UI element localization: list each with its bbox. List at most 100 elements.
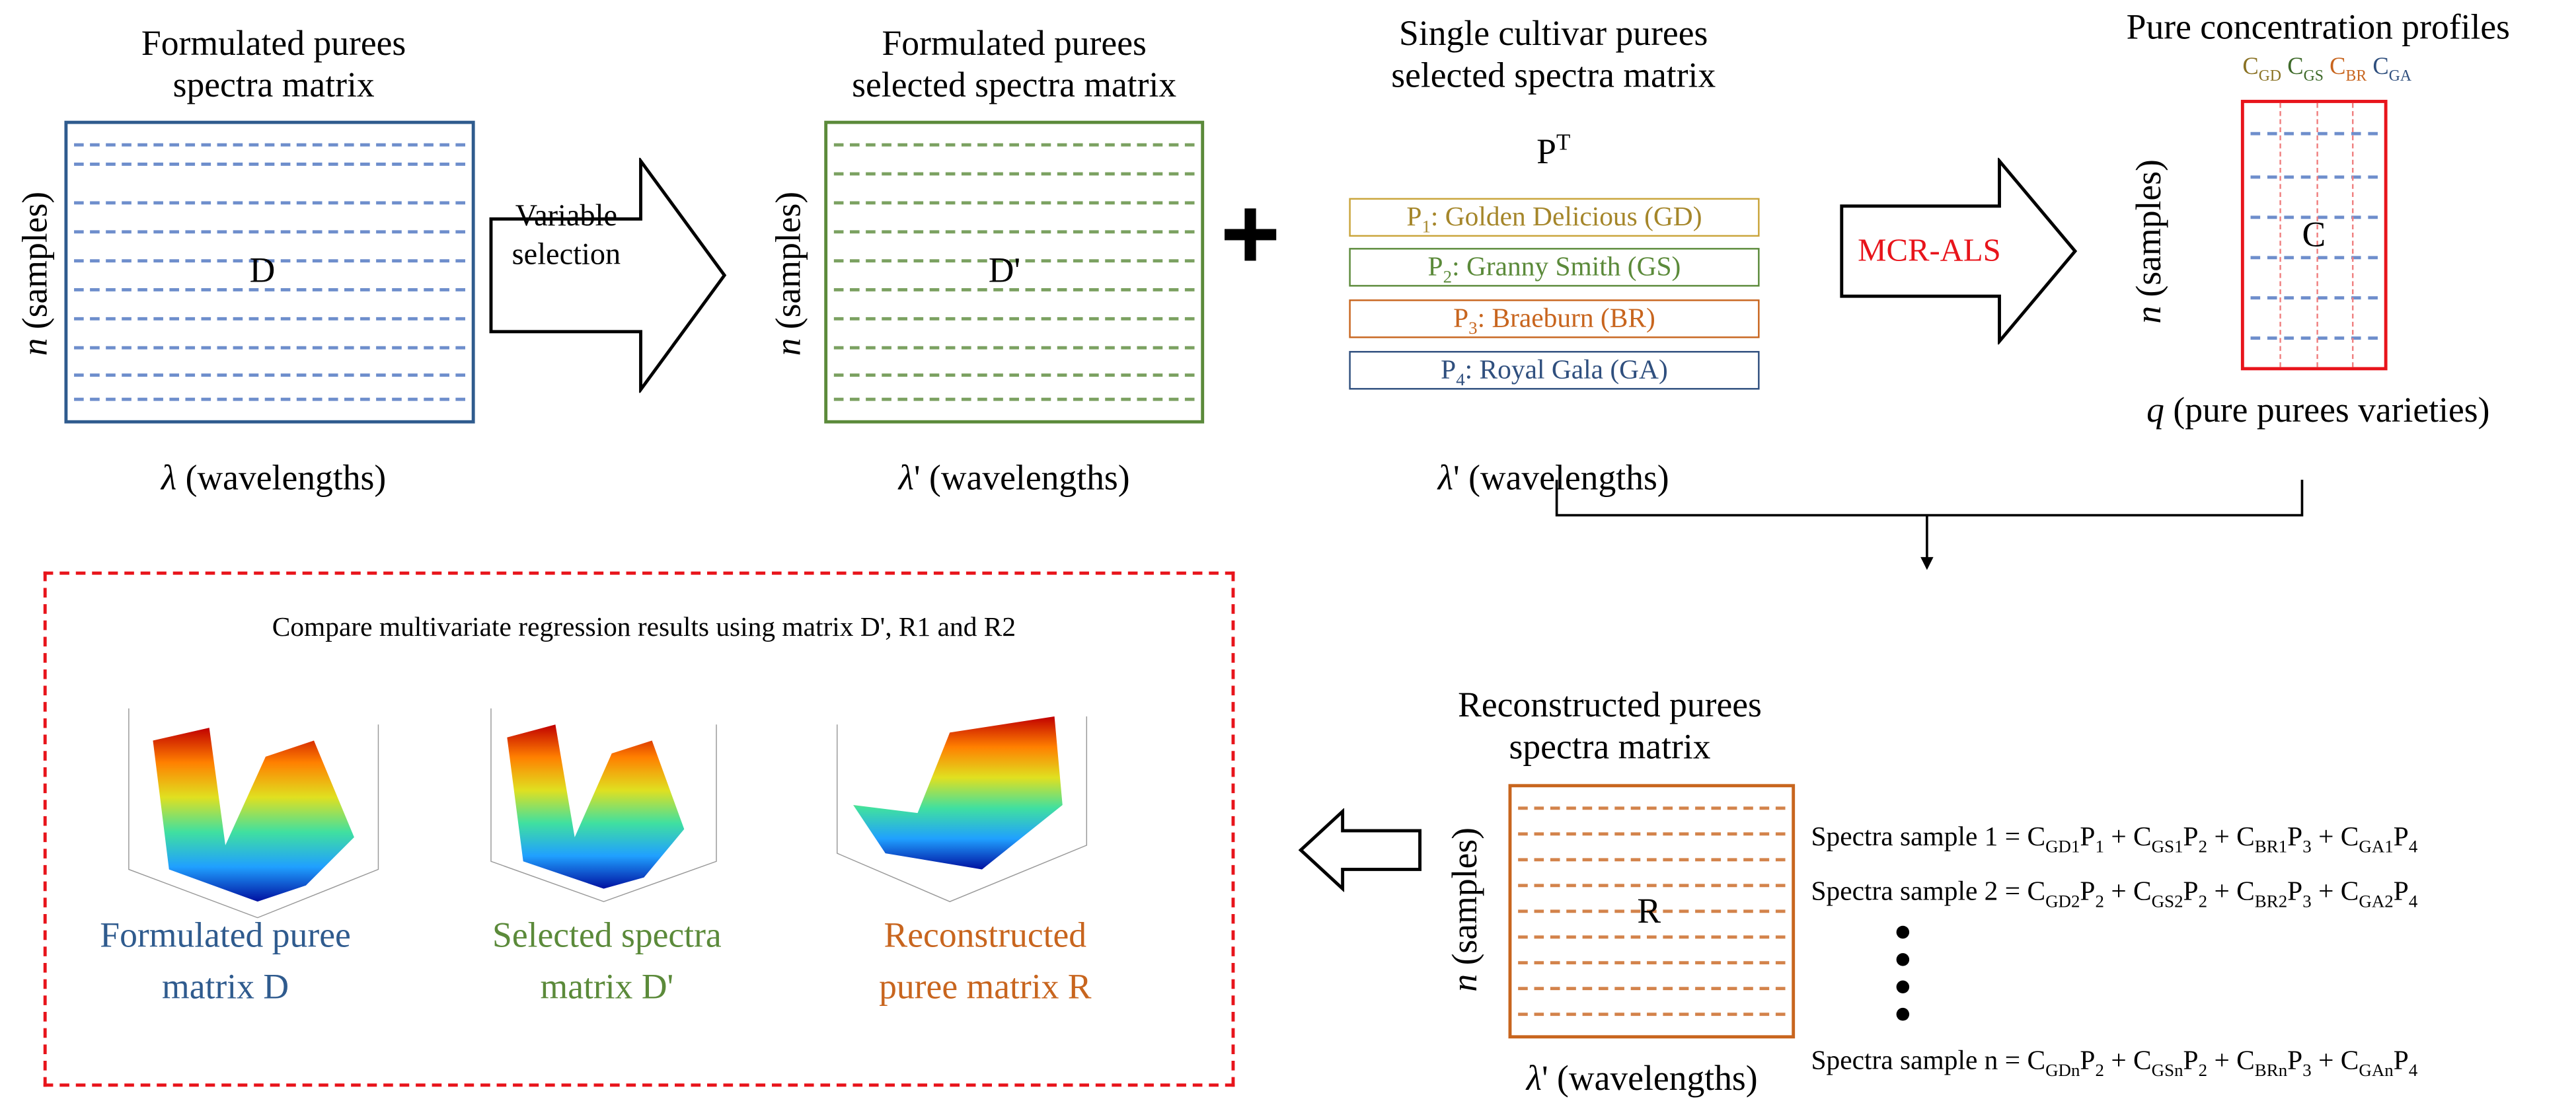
- equation-term: CGS1P2: [2133, 821, 2208, 857]
- axis-text: (samples): [767, 191, 808, 338]
- sub: GD: [2258, 67, 2282, 86]
- dashed-row-line: [1518, 1013, 1786, 1016]
- dashed-row-line: [2250, 132, 2378, 135]
- title-line: Single cultivar purees: [1399, 13, 1708, 54]
- dashed-row-line: [2250, 215, 2378, 219]
- dashed-column-line: [2316, 102, 2318, 367]
- title-line: spectra matrix: [172, 64, 375, 105]
- label-line: puree matrix R: [879, 966, 1092, 1007]
- sub: 2: [1443, 268, 1453, 287]
- dashed-row-line: [74, 230, 466, 234]
- equation-term: CGA1P4: [2340, 821, 2418, 857]
- p1-box: P1: Golden Delicious (GD): [1349, 198, 1760, 238]
- sub: 1: [1421, 217, 1431, 238]
- surface-plot-d-prime: [490, 708, 717, 902]
- dashed-row-line: [833, 317, 1195, 321]
- matrix-d-prime-label: D': [988, 249, 1021, 290]
- surface-plot-r: [836, 716, 1088, 902]
- plot-label-d: Formulated puree matrix D: [100, 909, 351, 1013]
- axis-var: q: [2146, 389, 2164, 430]
- right-arrow-icon: [489, 157, 727, 393]
- sub: BR: [2345, 67, 2367, 86]
- panel3-title: Single cultivar purees selected spectra …: [1391, 13, 1716, 96]
- dashed-row-line: [74, 373, 466, 377]
- equation-term: CGAnP4: [2340, 1044, 2418, 1081]
- label-line: Reconstructed: [884, 914, 1087, 955]
- text: : Granny Smith (GS): [1452, 251, 1681, 282]
- title-line: spectra matrix: [1509, 726, 1711, 767]
- x-axis-label: λ' (wavelengths): [899, 457, 1130, 499]
- surface-plot-d: [128, 708, 379, 919]
- dashed-row-line: [833, 397, 1195, 401]
- sub: GS: [2303, 67, 2324, 86]
- title-line: Formulated purees: [141, 22, 406, 63]
- axis-text: (samples): [14, 191, 55, 338]
- mcr-als-label: MCR-ALS: [1858, 233, 2001, 269]
- dashed-row-line: [833, 288, 1195, 291]
- dashed-row-line: [2250, 256, 2378, 260]
- matrix-d-prime: [824, 120, 1205, 424]
- label-line: Selected spectra: [492, 914, 722, 955]
- transpose-sup: T: [1556, 130, 1571, 157]
- label-line: Variable: [515, 200, 618, 234]
- matrix-pt-label: PT: [1536, 122, 1570, 172]
- p: P: [1441, 354, 1457, 385]
- merge-connector-arrow: [1555, 479, 2304, 570]
- dashed-row-line: [833, 373, 1195, 377]
- c-gd: CGD: [2242, 54, 2281, 85]
- ellipsis-dot: [1896, 953, 1910, 966]
- y-axis-label: n (samples): [1444, 827, 1486, 992]
- equation-term: CGD1P1: [2027, 821, 2104, 857]
- dashed-row-line: [2250, 296, 2378, 300]
- dashed-row-line: [74, 317, 466, 321]
- variable-selection-label: Variable selection: [512, 198, 621, 276]
- axis-text: (samples): [2128, 159, 2169, 306]
- equation-lhs: Spectra sample n =: [1811, 1044, 2027, 1076]
- label-line: selection: [511, 238, 621, 272]
- x-axis-label: λ (wavelengths): [161, 457, 386, 499]
- p: P: [1427, 251, 1443, 282]
- axis-var: λ: [898, 457, 914, 498]
- equation-lhs: Spectra sample 2 =: [1811, 876, 2027, 907]
- title-line: selected spectra matrix: [852, 64, 1177, 105]
- p: P: [1406, 201, 1422, 232]
- equation-1: Spectra sample 1 = CGD1P1 + CGS1P2 + CBR…: [1811, 821, 2418, 857]
- dashed-row-line: [833, 346, 1195, 350]
- axis-var: n: [2128, 305, 2169, 324]
- equation-term: CGDnP2: [2027, 1044, 2104, 1081]
- matrix-c: [2240, 100, 2388, 371]
- compare-title: Compare multivariate regression results …: [272, 611, 1016, 642]
- ellipsis-dot: [1896, 980, 1910, 994]
- dashed-row-line: [833, 201, 1195, 205]
- matrix-r: [1508, 784, 1796, 1039]
- y-axis-label: n (samples): [2128, 159, 2170, 324]
- dashed-row-line: [1518, 832, 1786, 836]
- dashed-row-line: [833, 143, 1195, 147]
- matrix-c-label: C: [2302, 213, 2326, 254]
- title-line: Formulated purees: [882, 22, 1147, 63]
- plot-label-r: Reconstructed puree matrix R: [879, 909, 1091, 1013]
- equation-term: CBR2P3: [2236, 876, 2312, 912]
- label-line: Formulated puree: [100, 914, 351, 955]
- concentration-columns: CGD CGS CBR CGA: [2242, 55, 2411, 85]
- text: : Royal Gala (GA): [1464, 354, 1668, 385]
- text: : Braeburn (BR): [1477, 302, 1655, 334]
- dashed-row-line: [833, 230, 1195, 234]
- dashed-row-line: [2250, 336, 2378, 340]
- matrix-d: [64, 120, 475, 424]
- title-line: selected spectra matrix: [1391, 54, 1716, 95]
- axis-var: λ: [1526, 1057, 1542, 1098]
- plus-sign: +: [1220, 175, 1281, 291]
- axis-text: ' (wavelengths): [913, 457, 1130, 498]
- c-ga: CGA: [2372, 55, 2411, 85]
- axis-var: λ: [1437, 457, 1454, 498]
- plot-label-d-prime: Selected spectra matrix D': [492, 909, 722, 1013]
- c: C: [2287, 54, 2304, 81]
- axis-text: ' (wavelengths): [1542, 1057, 1758, 1098]
- p3-box: P3: Braeburn (BR): [1349, 299, 1760, 339]
- equation-term: CGD2P2: [2027, 876, 2104, 912]
- p4-box: P4: Royal Gala (GA): [1349, 351, 1760, 390]
- c: C: [2242, 54, 2259, 81]
- dashed-row-line: [74, 163, 466, 166]
- dashed-row-line: [74, 143, 466, 147]
